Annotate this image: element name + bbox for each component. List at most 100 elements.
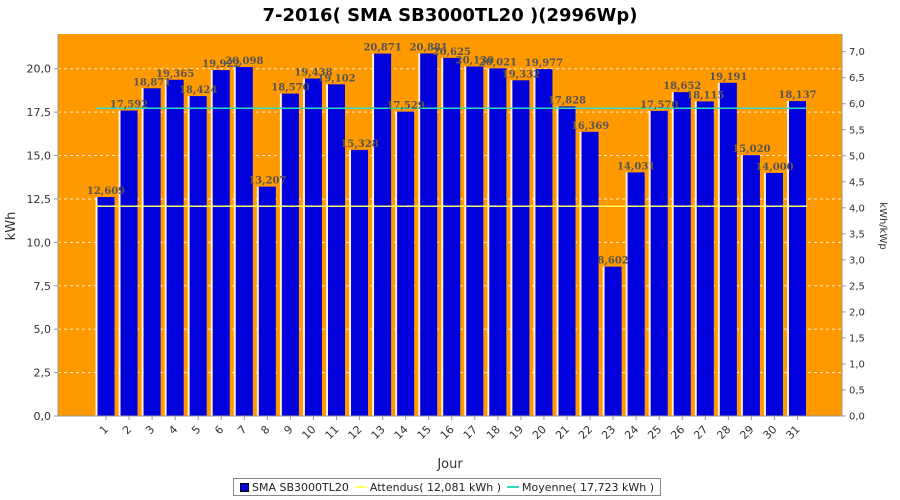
bar-highlight-21 bbox=[556, 106, 559, 416]
right-tick-label-12: 6,0 bbox=[849, 99, 865, 110]
data-label-day-23: 8,602 bbox=[597, 256, 628, 267]
bar-highlight-30 bbox=[763, 172, 766, 416]
data-label-day-5: 18,424 bbox=[179, 85, 217, 96]
data-label-day-6: 19,922 bbox=[202, 59, 240, 70]
bar-day-8 bbox=[258, 186, 276, 416]
bar-highlight-23 bbox=[602, 266, 605, 416]
bar-day-24 bbox=[627, 172, 645, 416]
data-label-day-27: 18,115 bbox=[686, 90, 724, 101]
x-tick-label-12: 12 bbox=[346, 423, 365, 442]
y2-axis-label: kWh/kWp bbox=[877, 202, 888, 249]
right-tick-label-0: 0,0 bbox=[849, 412, 865, 423]
chart-title: 7-2016( SMA SB3000TL20 )(2996Wp) bbox=[262, 5, 637, 26]
left-tick-label-3: 7,5 bbox=[34, 280, 52, 293]
data-label-day-30: 14,000 bbox=[755, 162, 793, 173]
bar-highlight-12 bbox=[349, 149, 352, 416]
legend-item-moyenne: Moyenne( 17,723 kWh ) bbox=[507, 481, 654, 494]
bar-highlight-18 bbox=[487, 68, 490, 416]
x-tick-label-30: 30 bbox=[760, 423, 779, 442]
bar-highlight-13 bbox=[372, 53, 375, 416]
bar-highlight-2 bbox=[118, 110, 121, 416]
bar-highlight-26 bbox=[671, 92, 674, 416]
bar-day-3 bbox=[143, 88, 161, 417]
bar-highlight-5 bbox=[187, 96, 190, 417]
bar-day-22 bbox=[581, 131, 599, 416]
y-axis-label: kWh bbox=[4, 212, 19, 241]
bar-highlight-25 bbox=[648, 110, 651, 417]
x-tick-label-27: 27 bbox=[691, 423, 710, 442]
bar-day-15 bbox=[420, 53, 438, 417]
bar-day-19 bbox=[512, 80, 530, 417]
data-labels: 12,60917,59218,87119,36518,42419,92220,0… bbox=[87, 42, 817, 266]
bar-highlight-28 bbox=[717, 82, 720, 417]
data-label-day-25: 17,570 bbox=[640, 100, 678, 111]
bar-highlight-20 bbox=[533, 69, 536, 416]
bar-day-29 bbox=[742, 155, 760, 416]
x-tick-label-28: 28 bbox=[714, 423, 733, 442]
bar-highlight-29 bbox=[740, 155, 743, 416]
x-tick-label-3: 3 bbox=[143, 423, 157, 437]
x-tick-label-25: 25 bbox=[645, 423, 664, 442]
bar-day-17 bbox=[466, 66, 484, 416]
x-axis-label: Jour bbox=[436, 457, 463, 472]
x-tick-label-26: 26 bbox=[668, 423, 687, 442]
bar-highlight-16 bbox=[441, 57, 444, 416]
bar-day-1 bbox=[97, 197, 115, 416]
bar-highlight-10 bbox=[302, 78, 305, 417]
bar-highlight-27 bbox=[694, 101, 697, 416]
data-label-day-16: 20,625 bbox=[433, 47, 471, 58]
data-label-day-14: 17,529 bbox=[387, 101, 425, 112]
data-label-day-10: 19,438 bbox=[294, 67, 332, 78]
data-label-day-18: 20,021 bbox=[479, 57, 517, 68]
x-tick-label-23: 23 bbox=[599, 423, 618, 442]
legend-moyenne-label: Moyenne( 17,723 kWh ) bbox=[522, 480, 655, 494]
bar-day-27 bbox=[696, 101, 714, 416]
bar-highlight-9 bbox=[279, 93, 282, 416]
bar-highlight-1 bbox=[95, 197, 98, 416]
left-tick-label-2: 5,0 bbox=[34, 323, 52, 336]
data-label-day-21: 17,828 bbox=[548, 95, 586, 106]
bar-day-5 bbox=[189, 96, 207, 417]
data-label-day-15: 20,881 bbox=[410, 42, 448, 53]
x-tick-label-20: 20 bbox=[530, 423, 549, 442]
x-tick-label-19: 19 bbox=[507, 423, 526, 442]
x-tick-label-22: 22 bbox=[576, 423, 595, 442]
bar-highlight-6 bbox=[210, 70, 213, 416]
bar-highlight-7 bbox=[233, 67, 236, 416]
left-axis: 0,0 2,5 5,0 7,5 10,0 12,5 15,0 17,5 20,0 bbox=[27, 34, 59, 423]
x-tick-label-24: 24 bbox=[622, 423, 641, 442]
data-label-day-3: 18,871 bbox=[133, 77, 171, 88]
left-tick-label-6: 15,0 bbox=[27, 150, 52, 163]
x-tick-label-2: 2 bbox=[120, 423, 134, 437]
data-label-day-9: 18,570 bbox=[271, 83, 309, 94]
legend-series-swatch bbox=[240, 482, 249, 492]
bar-highlight-22 bbox=[579, 131, 582, 416]
bar-highlight-31 bbox=[787, 101, 789, 416]
left-tick-label-5: 12,5 bbox=[27, 193, 52, 206]
bar-day-25 bbox=[650, 110, 668, 417]
bar-day-14 bbox=[397, 111, 415, 417]
data-label-day-13: 20,871 bbox=[363, 43, 401, 54]
legend: SMA SB3000TL20 Attendus( 12,081 kWh ) Mo… bbox=[233, 478, 662, 496]
x-tick-label-7: 7 bbox=[235, 423, 249, 437]
legend-attendus-swatch bbox=[354, 486, 367, 488]
bar-day-10 bbox=[304, 78, 322, 417]
bar-day-11 bbox=[328, 84, 345, 416]
data-label-day-19: 19,332 bbox=[502, 69, 540, 80]
right-tick-label-4: 2,0 bbox=[849, 307, 865, 318]
bar-day-6 bbox=[212, 70, 230, 416]
legend-attendus-label: Attendus( 12,081 kWh ) bbox=[369, 480, 502, 494]
legend-item-attendus: Attendus( 12,081 kWh ) bbox=[354, 480, 502, 494]
x-tick-label-10: 10 bbox=[299, 423, 318, 442]
data-label-day-7: 20,098 bbox=[225, 56, 263, 67]
x-tick-label-31: 31 bbox=[784, 423, 803, 442]
legend-series-label: SMA SB3000TL20 bbox=[252, 480, 349, 494]
right-tick-label-5: 2,5 bbox=[849, 281, 865, 292]
right-tick-label-2: 1,0 bbox=[849, 359, 865, 370]
data-label-day-17: 20,130 bbox=[456, 55, 494, 66]
data-label-day-29: 15,020 bbox=[732, 144, 770, 155]
bar-highlight-14 bbox=[395, 111, 398, 417]
bar-highlight-8 bbox=[256, 186, 259, 416]
left-tick-label-1: 2,5 bbox=[34, 367, 52, 380]
